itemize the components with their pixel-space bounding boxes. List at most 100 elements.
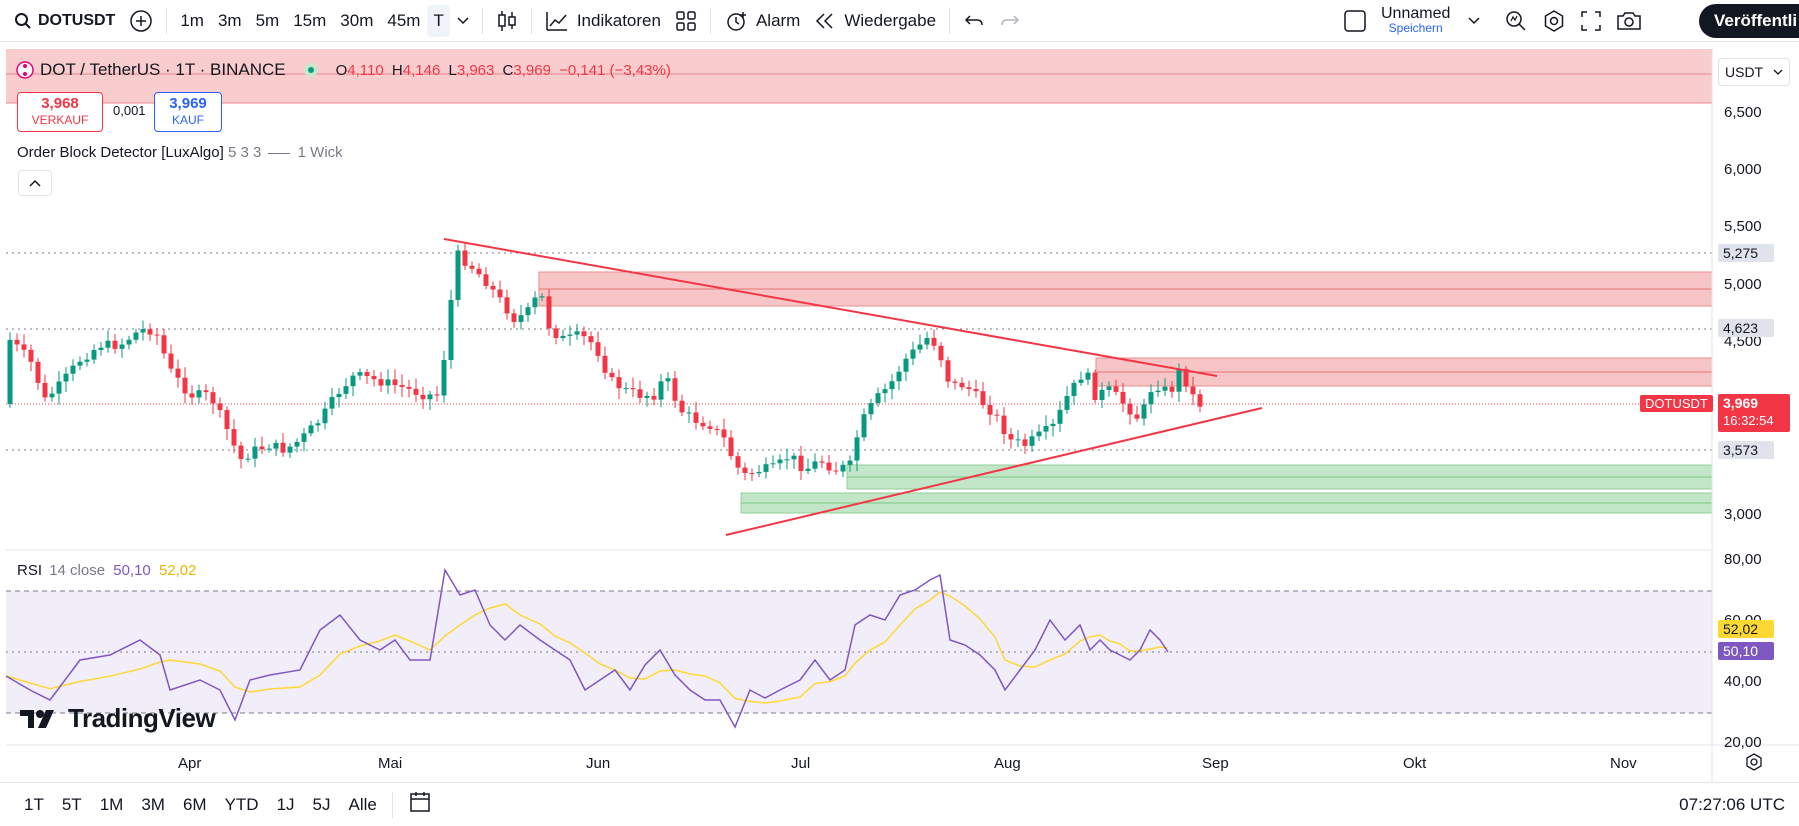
- candle-body: [238, 445, 244, 460]
- fullscreen-icon: [1580, 10, 1602, 32]
- layout-menu-button[interactable]: Unnamed Speichern: [1336, 0, 1487, 42]
- divider: [481, 7, 483, 34]
- candle-body: [63, 373, 69, 382]
- candle-body: [105, 340, 111, 348]
- alert-label: Alarm: [755, 10, 801, 30]
- candle-body: [819, 461, 825, 463]
- redo-icon: [999, 12, 1021, 30]
- candle-body: [28, 349, 34, 362]
- candle-body: [203, 390, 209, 393]
- rsi-value: 50,10: [113, 562, 151, 579]
- range-1m[interactable]: 1M: [99, 794, 124, 814]
- redo-button[interactable]: [992, 0, 1028, 42]
- change-value: −0,141 (−3,43%): [559, 61, 671, 79]
- candle-body: [35, 361, 41, 383]
- candle-body: [847, 460, 853, 465]
- range-5y[interactable]: 5J: [312, 794, 331, 814]
- candle-body: [1113, 386, 1119, 392]
- interval-5m[interactable]: 5m: [255, 10, 280, 30]
- range-5d[interactable]: 5T: [61, 794, 82, 814]
- candle-body: [273, 442, 279, 449]
- quick-search-button[interactable]: [1497, 0, 1535, 42]
- compare-button[interactable]: [122, 0, 160, 42]
- rewind-icon: [814, 12, 836, 30]
- snapshot-button[interactable]: [1609, 0, 1649, 42]
- resistance-trendline[interactable]: [443, 238, 1218, 377]
- publish-button[interactable]: Veröffentli: [1699, 4, 1799, 38]
- candle-body: [252, 446, 258, 459]
- candle-body: [231, 429, 237, 446]
- level-tag-3573[interactable]: 3,573: [1718, 441, 1774, 459]
- alert-button[interactable]: Alarm: [717, 0, 807, 42]
- interval-30m[interactable]: 30m: [340, 10, 374, 30]
- axis-settings-button[interactable]: [1744, 752, 1764, 777]
- symbol-price-tag[interactable]: DOTUSDT: [1640, 395, 1713, 412]
- chevron-down-icon: [457, 16, 469, 25]
- candle-body: [364, 372, 370, 377]
- rsi-legend[interactable]: RSI 14 close 50,10 52,02: [17, 562, 197, 579]
- fullscreen-button[interactable]: [1573, 0, 1609, 42]
- replay-button[interactable]: Wiedergabe: [807, 0, 943, 42]
- candle-body: [322, 408, 328, 424]
- layouts-button[interactable]: [668, 0, 704, 42]
- candle-body: [1064, 395, 1070, 410]
- last-price-tag[interactable]: 3,969 16:32:54: [1718, 394, 1790, 432]
- interval-dropdown[interactable]: [450, 0, 476, 42]
- candle-body: [469, 265, 475, 269]
- candle-body: [525, 307, 531, 316]
- rsi-params: 14 close: [49, 562, 106, 579]
- high-label: H: [391, 61, 403, 79]
- candle-body: [728, 437, 734, 457]
- range-1y[interactable]: 1J: [276, 794, 295, 814]
- symbol-legend[interactable]: DOT / TetherUS · 1T · BINANCE O4,110 H4,…: [16, 60, 671, 80]
- candle-body: [427, 394, 433, 400]
- range-ytd[interactable]: YTD: [224, 794, 259, 814]
- chart-canvas[interactable]: [0, 0, 1799, 782]
- candle-body: [952, 381, 958, 383]
- candle-body: [434, 394, 440, 396]
- indicator-name: Order Block Detector [LuxAlgo]: [17, 144, 224, 161]
- tradingview-watermark[interactable]: TradingView: [20, 703, 216, 734]
- candle-body: [616, 377, 622, 389]
- interval-1m[interactable]: 1m: [180, 10, 204, 30]
- interval-15m[interactable]: 15m: [293, 10, 327, 30]
- interval-45m[interactable]: 45m: [387, 10, 421, 30]
- candle-body: [651, 395, 657, 400]
- candle-body: [826, 462, 832, 471]
- clock-display[interactable]: 07:27:06 UTC: [1679, 795, 1785, 814]
- range-all[interactable]: Alle: [348, 794, 377, 814]
- interval-1d[interactable]: T: [427, 4, 450, 37]
- watermark-text: TradingView: [68, 703, 216, 733]
- interval-3m[interactable]: 3m: [217, 10, 242, 30]
- settings-button[interactable]: [1535, 0, 1573, 42]
- candle-body: [476, 268, 482, 275]
- candle-body: [91, 349, 97, 360]
- collapse-legend-button[interactable]: [18, 170, 52, 196]
- range-6m[interactable]: 6M: [182, 794, 207, 814]
- symbol-search[interactable]: DOTUSDT: [0, 0, 122, 42]
- level-tag-5275[interactable]: 5,275: [1718, 244, 1774, 262]
- indicator-legend[interactable]: Order Block Detector [LuxAlgo] 5 3 3 1 W…: [17, 144, 343, 161]
- price-tick: 6,500: [1724, 104, 1762, 121]
- candle-body: [294, 441, 300, 447]
- candle-body: [196, 390, 202, 398]
- currency-select[interactable]: USDT: [1718, 58, 1790, 86]
- candle-body: [756, 471, 762, 474]
- candle-body: [1043, 426, 1049, 432]
- candle-body: [630, 388, 636, 390]
- square-icon: [1343, 9, 1367, 33]
- indicators-button[interactable]: Indikatoren: [538, 0, 668, 42]
- range-1d[interactable]: 1T: [24, 794, 44, 814]
- chart-type-button[interactable]: [489, 0, 525, 42]
- level-tag-4623[interactable]: 4,623: [1718, 319, 1774, 337]
- undo-button[interactable]: [956, 0, 992, 42]
- support-trendline[interactable]: [725, 407, 1263, 536]
- range-3m[interactable]: 3M: [141, 794, 165, 814]
- candle-body: [301, 433, 307, 442]
- sell-button[interactable]: 3,968 VERKAUF: [17, 92, 103, 132]
- buy-button[interactable]: 3,969 KAUF: [154, 92, 222, 132]
- go-to-date-button[interactable]: [399, 790, 441, 819]
- symbol-title[interactable]: DOT / TetherUS · 1T · BINANCE: [40, 60, 286, 79]
- candle-body: [175, 368, 181, 378]
- price-tick: 3,000: [1724, 506, 1762, 523]
